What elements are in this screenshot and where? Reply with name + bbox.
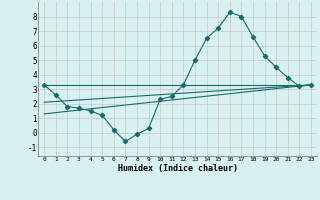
X-axis label: Humidex (Indice chaleur): Humidex (Indice chaleur) bbox=[118, 164, 238, 173]
